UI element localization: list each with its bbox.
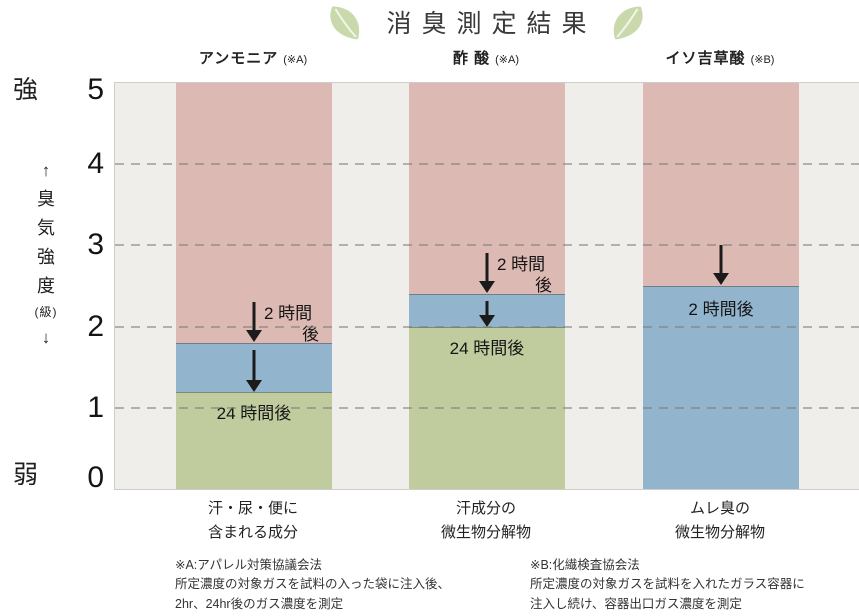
bar-1: 2 時間後 24 時間後	[176, 83, 332, 489]
gridline-1	[115, 406, 859, 409]
chart-header: 消臭測定結果	[114, 0, 859, 44]
category-line: 含まれる成分	[207, 524, 299, 541]
gas-name: アンモニア	[198, 50, 279, 67]
y-tick-3: 3	[87, 228, 104, 262]
footnote-b-line: 所定濃度の対象ガスを試料を入れたガラス容器に	[530, 577, 805, 592]
arrow-shaft	[485, 253, 489, 284]
y-axis-strong-label: 強	[13, 76, 39, 104]
label-2h-line1: 2 時間	[264, 303, 313, 323]
label-24h: 24 時間後	[216, 403, 292, 423]
category-line: ムレ臭の	[689, 500, 751, 517]
gridline-4	[115, 163, 859, 166]
category-line: 汗・尿・便に	[207, 500, 299, 517]
y-axis-title: ↑ 臭気強度 (級) ↓	[26, 162, 66, 346]
arrow-head	[246, 379, 262, 392]
bar-2: 2 時間後 24 時間後	[409, 83, 565, 489]
arrow-24h	[246, 349, 262, 392]
method-note: (※A)	[495, 54, 520, 66]
y-axis-title-char: 度	[37, 276, 55, 296]
footnote-a-line: ※A:アパレル対策協議会法	[175, 558, 323, 572]
footnote-b-line: 注入し続け、容器出口ガス濃度を測定	[530, 596, 742, 611]
footnote-b-line: ※B:化繊検査協会法	[530, 558, 640, 572]
arrow-head	[713, 273, 729, 285]
y-tick-2: 2	[87, 309, 104, 343]
y-axis-title-char: ↑	[41, 161, 51, 180]
arrow-head	[479, 281, 495, 294]
gridline-2	[115, 325, 859, 328]
arrow-2h	[246, 301, 262, 342]
y-axis-title-char: 強	[37, 247, 55, 267]
arrow-shaft	[719, 245, 723, 275]
y-axis-title-char: (級)	[34, 305, 58, 319]
arrow-head	[246, 329, 262, 342]
category-line: 汗成分の	[455, 500, 517, 517]
leaf-icon-left	[330, 6, 360, 39]
footnote-b: ※B:化繊検査協会法所定濃度の対象ガスを試料を入れたガラス容器に 注入し続け、容器…	[530, 556, 805, 614]
segment-after-2h	[643, 286, 799, 489]
y-axis-title-char: 気	[37, 218, 55, 238]
footnote-a-line: 所定濃度の対象ガスを試料の入った袋に注入後、	[175, 577, 451, 592]
y-tick-1: 1	[87, 391, 104, 425]
label-2h-line2: 後	[535, 276, 552, 296]
y-tick-5: 5	[87, 73, 104, 106]
gas-name: イソ吉草酸	[665, 50, 746, 67]
arrow-shaft	[252, 349, 256, 382]
gridline-3	[115, 244, 859, 247]
y-axis-weak-label: 弱	[13, 461, 39, 489]
arrow-2h	[713, 245, 729, 285]
column-header-3: イソ吉草酸 (※B)	[666, 47, 775, 68]
y-axis-title-char: ↓	[41, 328, 51, 347]
column-header-2: 酢 酸 (※A)	[453, 47, 519, 68]
footnote-a: ※A:アパレル対策協議会法所定濃度の対象ガスを試料の入った袋に注入後、 2hr、2…	[175, 556, 450, 614]
method-note: (※A)	[283, 54, 308, 66]
category-line: 微生物分解物	[674, 524, 766, 541]
category-label-2: 汗成分の微生物分解物	[441, 497, 531, 545]
gas-name: 酢 酸	[452, 50, 491, 67]
y-tick-4: 4	[87, 146, 104, 180]
category-label-1: 汗・尿・便に 含まれる成分	[208, 497, 298, 545]
footnote-a-line: 2hr、24hr後のガス濃度を測定	[175, 596, 344, 611]
y-axis-title-char: 臭	[37, 189, 55, 209]
method-note: (※B)	[750, 54, 775, 66]
arrow-2h	[479, 253, 495, 294]
bar-3: 2 時間後	[643, 83, 799, 489]
arrow-shaft	[485, 301, 489, 317]
column-header-1: アンモニア (※A)	[199, 47, 307, 68]
label-2h: 2 時間後	[264, 303, 322, 346]
category-label-3: ムレ臭の微生物分解物	[675, 497, 765, 545]
arrow-head	[479, 314, 495, 327]
label-2h-line2: 後	[302, 325, 319, 345]
segment-initial	[176, 83, 332, 343]
label-2h: 2 時間後	[497, 254, 555, 297]
label-2h: 2 時間後	[688, 300, 754, 319]
plot-area: 2 時間後 24 時間後 2 時間後 24 時間後 2 時間後	[114, 82, 859, 490]
arrow-24h	[479, 301, 495, 327]
label-24h: 24 時間後	[449, 338, 525, 358]
arrow-shaft	[252, 301, 256, 332]
page-title: 消臭測定結果	[386, 10, 597, 38]
y-tick-0: 0	[87, 461, 104, 494]
leaf-icon-right	[613, 6, 643, 39]
label-2h-line1: 2 時間	[497, 255, 546, 275]
category-line: 微生物分解物	[440, 524, 532, 541]
